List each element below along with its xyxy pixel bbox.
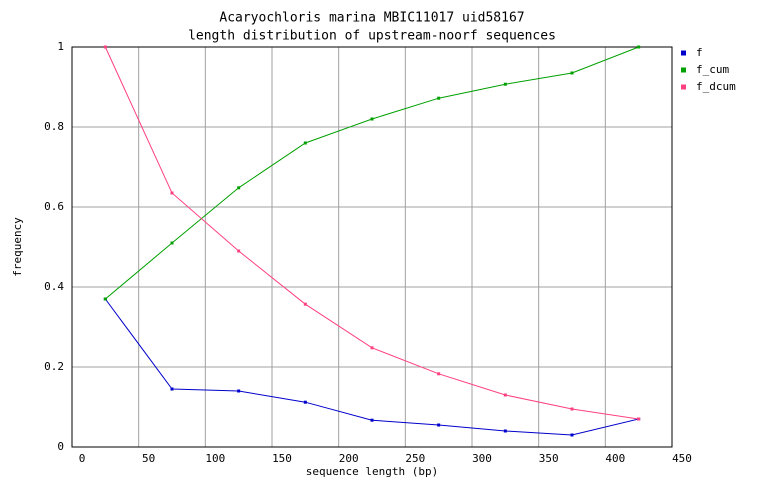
data-point xyxy=(170,241,174,245)
data-point xyxy=(237,186,241,190)
data-point xyxy=(303,400,307,404)
data-point xyxy=(637,417,641,421)
x-tick-label: 150 xyxy=(272,452,292,465)
legend-marker xyxy=(681,50,686,56)
plot-frame xyxy=(71,46,673,448)
data-point xyxy=(303,302,307,306)
data-point xyxy=(370,418,374,422)
chart-title: Acaryochloris marina MBIC11017 uid58167 xyxy=(219,11,524,26)
data-point xyxy=(303,141,307,145)
data-point xyxy=(370,117,374,121)
data-point xyxy=(237,389,241,393)
x-tick-label: 250 xyxy=(405,452,425,465)
legend-label: f_dcum xyxy=(696,80,736,93)
x-tick-label: 0 xyxy=(79,452,86,465)
data-point xyxy=(437,372,441,376)
data-point xyxy=(103,45,107,49)
x-tick-label: 100 xyxy=(205,452,225,465)
data-point xyxy=(637,45,641,49)
x-tick-label: 50 xyxy=(142,452,155,465)
data-point xyxy=(570,71,574,75)
legend-label: f xyxy=(696,46,703,59)
data-point xyxy=(370,346,374,350)
series-line xyxy=(104,46,639,420)
x-tick-label: 400 xyxy=(605,452,625,465)
y-axis-label: frequency xyxy=(11,217,24,277)
x-tick-label: 350 xyxy=(539,452,559,465)
data-point xyxy=(570,407,574,411)
legend-marker xyxy=(681,84,686,90)
data-point xyxy=(170,191,174,195)
x-tick-label: 450 xyxy=(672,452,692,465)
data-point xyxy=(437,96,441,100)
series-line xyxy=(105,46,639,300)
data-point xyxy=(503,393,507,397)
x-axis-label: sequence length (bp) xyxy=(306,465,438,478)
y-tick-label: 0.2 xyxy=(44,360,64,373)
x-tick-label: 300 xyxy=(472,452,492,465)
y-tick-label: 0 xyxy=(57,440,64,453)
data-point xyxy=(170,387,174,391)
data-point xyxy=(503,429,507,433)
data-point xyxy=(570,433,574,437)
y-tick-label: 0.6 xyxy=(44,200,64,213)
x-tick-label: 200 xyxy=(339,452,359,465)
data-point xyxy=(237,249,241,253)
data-point xyxy=(437,423,441,427)
y-tick-label: 1 xyxy=(57,40,64,53)
data-point xyxy=(503,82,507,86)
legend-label: f_cum xyxy=(696,63,729,76)
chart-subtitle: length distribution of upstream-noorf se… xyxy=(188,29,556,44)
y-tick-label: 0.4 xyxy=(44,280,64,293)
legend-marker xyxy=(681,67,686,73)
data-point xyxy=(103,297,107,301)
y-tick-label: 0.8 xyxy=(44,120,64,133)
